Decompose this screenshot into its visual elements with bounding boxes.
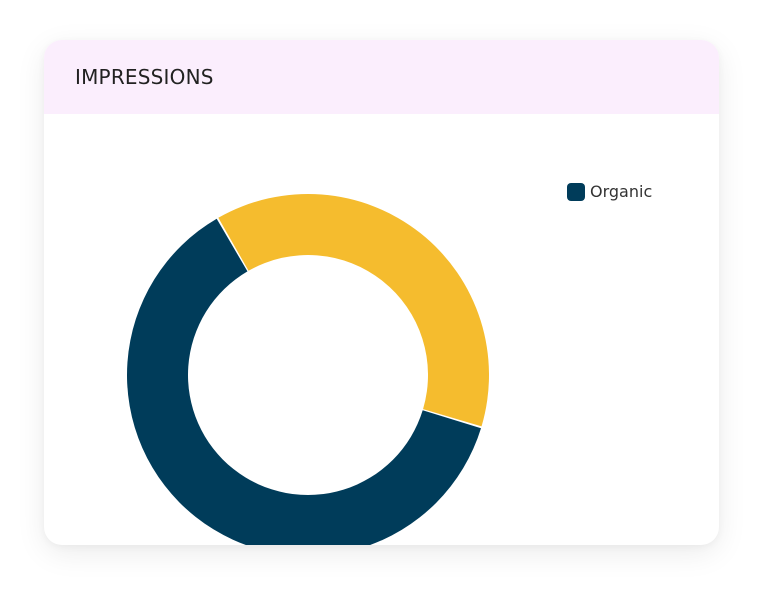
- chart-legend[interactable]: Organic: [567, 182, 652, 201]
- donut-slice-unlabeled[interactable]: [218, 193, 490, 427]
- impressions-card: IMPRESSIONS Organic: [44, 40, 719, 545]
- chart-area: Organic: [44, 114, 719, 545]
- donut-slice-organic[interactable]: [127, 218, 481, 545]
- legend-swatch-organic: [567, 182, 585, 201]
- card-title: IMPRESSIONS: [75, 65, 214, 89]
- legend-label-organic: Organic: [590, 182, 653, 201]
- card-header: IMPRESSIONS: [44, 40, 719, 114]
- donut-chart: [127, 193, 490, 545]
